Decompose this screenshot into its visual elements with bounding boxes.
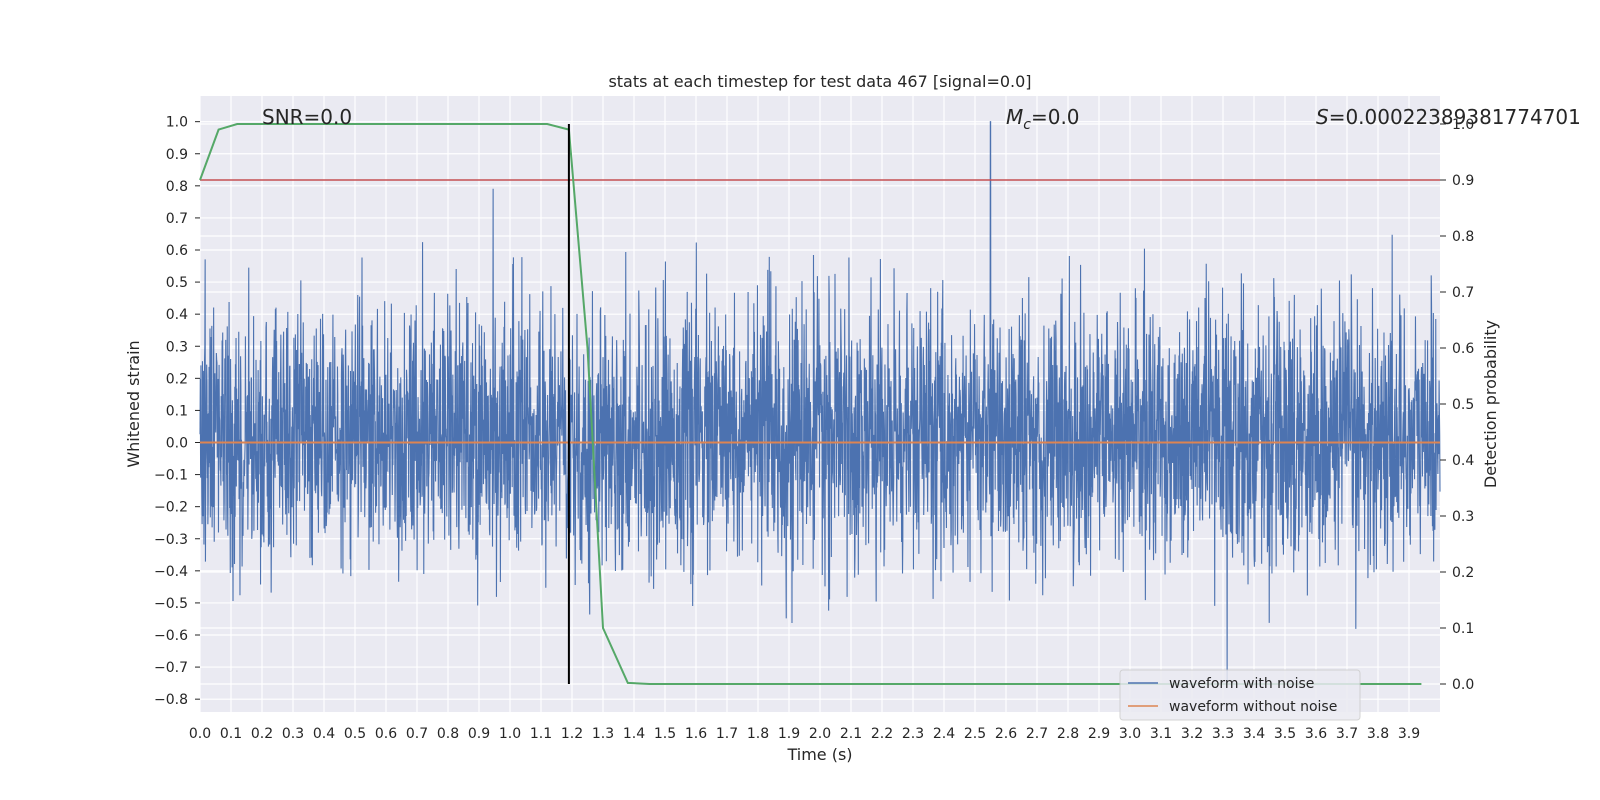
y-right-tick-label: 0.1 bbox=[1452, 621, 1474, 637]
y-left-tick-label: 0.2 bbox=[166, 371, 188, 387]
x-tick-label: 0.5 bbox=[344, 726, 366, 742]
y-left-tick-label: −0.3 bbox=[154, 532, 188, 548]
legend: waveform with noise waveform without noi… bbox=[1119, 669, 1361, 721]
y-left-tick-label: 0.7 bbox=[166, 211, 188, 227]
x-tick-label: 0.7 bbox=[406, 726, 428, 742]
x-tick-label: 3.8 bbox=[1367, 726, 1389, 742]
x-tick-label: 0.2 bbox=[251, 726, 273, 742]
legend-label-clean: waveform without noise bbox=[1169, 699, 1337, 715]
x-tick-label: 0.6 bbox=[375, 726, 397, 742]
x-tick-label: 1.8 bbox=[747, 726, 769, 742]
y-left-tick-label: 0.3 bbox=[166, 339, 188, 355]
y-right-tick-label: 0.0 bbox=[1452, 677, 1474, 693]
mc-symbol: M bbox=[1006, 105, 1023, 129]
x-tick-label: 2.9 bbox=[1088, 726, 1110, 742]
y-right-tick-label: 1.0 bbox=[1452, 117, 1474, 133]
legend-label-noise: waveform with noise bbox=[1169, 676, 1314, 692]
x-tick-label: 0.9 bbox=[468, 726, 490, 742]
y-left-tick-label: 0.8 bbox=[166, 179, 188, 195]
y-left-tick-label: −0.7 bbox=[154, 660, 188, 676]
x-tick-label: 1.1 bbox=[530, 726, 552, 742]
y-left-tick-label: −0.2 bbox=[154, 500, 188, 516]
y-left-tick-label: 0.6 bbox=[166, 243, 188, 259]
x-tick-label: 3.4 bbox=[1243, 726, 1265, 742]
x-tick-label: 1.3 bbox=[592, 726, 614, 742]
x-tick-label: 0.1 bbox=[220, 726, 242, 742]
x-tick-label: 2.2 bbox=[871, 726, 893, 742]
x-tick-label: 3.0 bbox=[1119, 726, 1141, 742]
x-tick-label: 0.3 bbox=[282, 726, 304, 742]
y-left-tick-label: 0.5 bbox=[166, 275, 188, 291]
x-tick-label: 2.1 bbox=[840, 726, 862, 742]
y-left-tick-label: −0.4 bbox=[154, 564, 188, 580]
y-left-tick-label: −0.1 bbox=[154, 468, 188, 484]
s-annotation: S=0.00022389381774701 bbox=[1316, 105, 1581, 129]
x-tick-label: 3.6 bbox=[1305, 726, 1327, 742]
y-right-tick-label: 0.9 bbox=[1452, 173, 1474, 189]
waveform-with-noise-path bbox=[199, 121, 1441, 684]
snr-annotation: SNR=0.0 bbox=[262, 105, 352, 129]
y-left-tick-label: −0.6 bbox=[154, 628, 188, 644]
y-left-tick-label: 1.0 bbox=[166, 115, 188, 131]
x-tick-label: 1.4 bbox=[623, 726, 645, 742]
y-axis-label-left: Whitened strain bbox=[124, 340, 143, 467]
x-tick-label: 3.2 bbox=[1181, 726, 1203, 742]
y-left-tick-label: 0.4 bbox=[166, 307, 188, 323]
y-right-tick-label: 0.8 bbox=[1452, 229, 1474, 245]
s-symbol: S bbox=[1316, 105, 1329, 129]
x-tick-label: 0.4 bbox=[313, 726, 335, 742]
x-tick-label: 3.9 bbox=[1398, 726, 1420, 742]
x-axis-label: Time (s) bbox=[786, 745, 852, 764]
y-right-tick-label: 0.4 bbox=[1452, 453, 1474, 469]
x-tick-label: 0.0 bbox=[189, 726, 211, 742]
x-tick-label: 1.2 bbox=[561, 726, 583, 742]
x-tick-label: 0.8 bbox=[437, 726, 459, 742]
mc-subscript: c bbox=[1023, 117, 1031, 133]
y-right-tick-label: 0.2 bbox=[1452, 565, 1474, 581]
x-tick-label: 3.7 bbox=[1336, 726, 1358, 742]
x-tick-label: 3.3 bbox=[1212, 726, 1234, 742]
x-tick-label: 1.7 bbox=[716, 726, 738, 742]
y-left-tick-label: 0.1 bbox=[166, 403, 188, 419]
x-tick-label: 3.5 bbox=[1274, 726, 1296, 742]
y-right-tick-label: 0.6 bbox=[1452, 341, 1474, 357]
y-left-tick-label: −0.5 bbox=[154, 596, 188, 612]
x-tick-label: 3.1 bbox=[1150, 726, 1172, 742]
overlay-lines bbox=[199, 123, 1440, 685]
axis-ticks: 0.0 0.1 0.2 0.3 0.4 0.5 0.6 0.7 0.8 0.9 1.0 1.1 1.2 1… bbox=[154, 115, 1474, 742]
chirp-mass-annotation: Mc=0.0 bbox=[1006, 105, 1080, 133]
x-tick-label: 2.4 bbox=[933, 726, 955, 742]
s-value: =0.00022389381774701 bbox=[1329, 105, 1581, 129]
y-right-tick-label: 0.5 bbox=[1452, 397, 1474, 413]
x-tick-label: 1.0 bbox=[499, 726, 521, 742]
x-tick-label: 2.6 bbox=[995, 726, 1017, 742]
y-left-tick-label: 0.9 bbox=[166, 147, 188, 163]
legend-box bbox=[1119, 669, 1361, 721]
mc-value: =0.0 bbox=[1031, 105, 1080, 129]
y-right-tick-label: 0.3 bbox=[1452, 509, 1474, 525]
x-tick-label: 1.6 bbox=[685, 726, 707, 742]
waveform-with-noise-line bbox=[199, 121, 1441, 684]
x-tick-label: 2.0 bbox=[809, 726, 831, 742]
y-left-tick-label: 0.0 bbox=[166, 436, 188, 452]
x-tick-label: 2.8 bbox=[1057, 726, 1079, 742]
x-tick-label: 2.7 bbox=[1026, 726, 1048, 742]
x-tick-label: 1.5 bbox=[654, 726, 676, 742]
y-left-tick-label: −0.8 bbox=[154, 692, 188, 708]
x-tick-label: 1.9 bbox=[778, 726, 800, 742]
x-tick-label: 2.3 bbox=[902, 726, 924, 742]
chart-title: stats at each timestep for test data 467… bbox=[608, 72, 1031, 91]
y-right-tick-label: 0.7 bbox=[1452, 285, 1474, 301]
x-tick-label: 2.5 bbox=[964, 726, 986, 742]
detection-probability-line bbox=[199, 123, 1422, 685]
y-axis-label-right: Detection probability bbox=[1481, 320, 1500, 488]
